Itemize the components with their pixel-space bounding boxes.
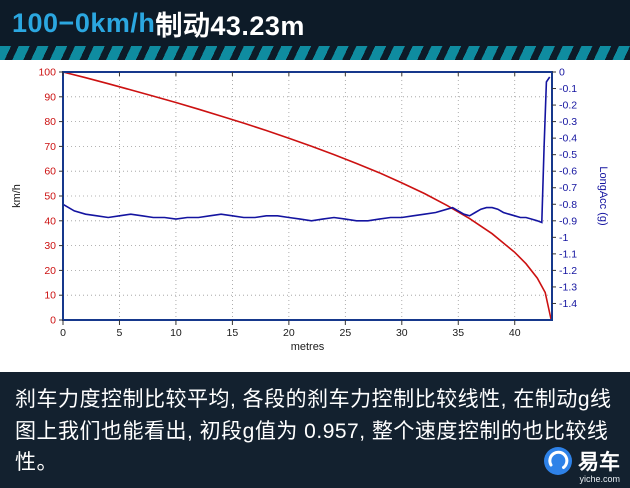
svg-text:-0.8: -0.8 xyxy=(559,199,577,211)
yiche-logo[interactable]: 易车 yiche.com xyxy=(543,446,620,484)
svg-text:-1.1: -1.1 xyxy=(559,248,577,260)
right-axis-title: LongAcc (g) xyxy=(597,166,609,225)
svg-text:-0.6: -0.6 xyxy=(559,166,577,178)
caption-text: 刹车力度控制比较平均, 各段的刹车力控制比较线性, 在制动g线图上我们也能看出,… xyxy=(15,388,612,474)
svg-text:60: 60 xyxy=(44,166,56,178)
svg-text:-0.9: -0.9 xyxy=(559,215,577,227)
longacc-line xyxy=(62,76,551,224)
svg-text:-0.2: -0.2 xyxy=(559,100,577,112)
svg-text:-1.2: -1.2 xyxy=(559,265,577,277)
speed-line xyxy=(62,71,552,321)
left-axis-title: km/h xyxy=(11,184,23,208)
svg-text:35: 35 xyxy=(452,327,464,339)
svg-text:-0.1: -0.1 xyxy=(559,83,577,95)
x-axis-title: metres xyxy=(291,341,325,353)
svg-text:-0.5: -0.5 xyxy=(559,149,577,161)
yiche-logo-url: yiche.com xyxy=(579,474,620,484)
svg-text:10: 10 xyxy=(44,290,56,302)
svg-text:-0.3: -0.3 xyxy=(559,116,577,128)
header-speed-range: 100−0km/h xyxy=(12,7,156,38)
header-title: 制动43.23m xyxy=(155,10,305,41)
svg-text:70: 70 xyxy=(44,141,56,153)
svg-text:80: 80 xyxy=(44,116,56,128)
svg-text:0: 0 xyxy=(60,327,66,339)
svg-text:10: 10 xyxy=(170,327,182,339)
svg-text:40: 40 xyxy=(44,215,56,227)
svg-text:40: 40 xyxy=(509,327,521,339)
svg-text:25: 25 xyxy=(339,327,351,339)
svg-text:90: 90 xyxy=(44,91,56,103)
svg-text:-1: -1 xyxy=(559,232,568,244)
brake-distance-chart: 0 10 20 30 40 50 60 70 80 90 100 0 -0.1 -0.2 -0.3 -0.4-… xyxy=(0,60,630,372)
svg-text:30: 30 xyxy=(44,240,56,252)
decorative-stripes xyxy=(0,46,630,60)
chart-grid xyxy=(63,72,552,320)
svg-text:30: 30 xyxy=(396,327,408,339)
yiche-logo-icon xyxy=(544,447,572,475)
svg-text:20: 20 xyxy=(283,327,295,339)
svg-text:-0.7: -0.7 xyxy=(559,182,577,194)
svg-text:5: 5 xyxy=(117,327,123,339)
svg-text:-1.4: -1.4 xyxy=(559,298,577,310)
header: 100−0km/h 制动43.23m xyxy=(0,0,630,46)
svg-text:15: 15 xyxy=(227,327,239,339)
svg-text:100: 100 xyxy=(38,67,56,79)
svg-text:0: 0 xyxy=(559,67,565,79)
svg-text:-0.4: -0.4 xyxy=(559,133,577,145)
caption-panel: 刹车力度控制比较平均, 各段的刹车力控制比较线性, 在制动g线图上我们也能看出,… xyxy=(0,372,630,488)
yiche-logo-text: 易车 xyxy=(578,451,620,474)
svg-text:-1.3: -1.3 xyxy=(559,281,577,293)
svg-text:0: 0 xyxy=(50,315,56,327)
svg-text:20: 20 xyxy=(44,265,56,277)
svg-text:50: 50 xyxy=(44,191,56,203)
